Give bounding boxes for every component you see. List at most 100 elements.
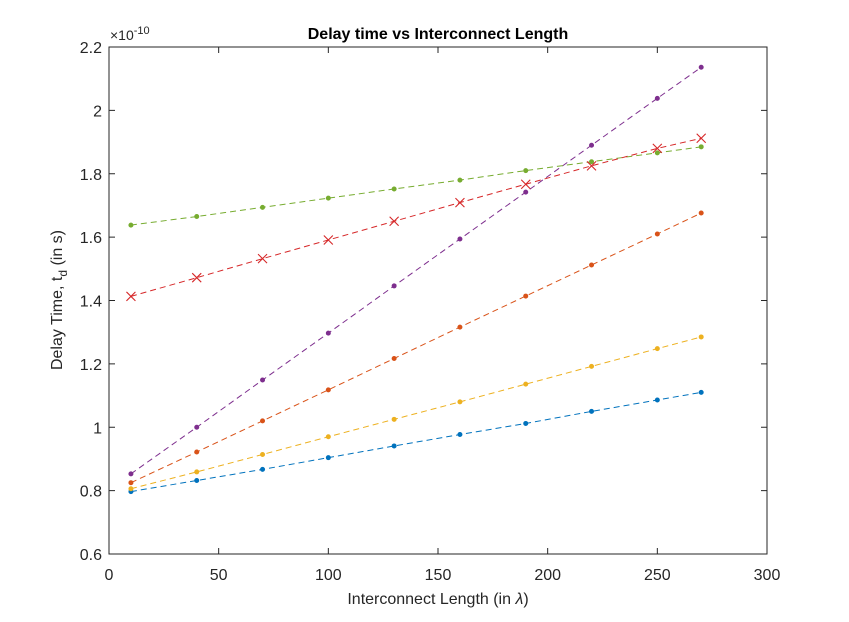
data-point xyxy=(523,189,529,195)
x-axis-label-text: Interconnect Length (in xyxy=(347,591,515,608)
y-tick-label: 0.6 xyxy=(80,547,102,564)
x-tick-label: 200 xyxy=(534,567,561,584)
data-point xyxy=(652,143,663,154)
y-tick-label: 1.6 xyxy=(80,230,102,247)
series-5 xyxy=(128,144,704,228)
series-2-line xyxy=(130,212,702,484)
data-point xyxy=(520,179,531,190)
series-1-line xyxy=(130,391,702,493)
series-3 xyxy=(128,334,704,492)
data-point xyxy=(391,355,397,361)
y-axis-label: Delay Time, td (in s) xyxy=(49,230,70,370)
data-point xyxy=(391,186,397,192)
x-tick-label: 50 xyxy=(210,567,228,584)
y-tick-label: 2.2 xyxy=(80,40,102,57)
data-point xyxy=(191,272,202,283)
data-point xyxy=(455,197,465,208)
data-point xyxy=(128,222,134,228)
y-axis-label-subscript: d xyxy=(56,270,70,277)
x-tick-label: 0 xyxy=(105,567,114,584)
data-point xyxy=(457,399,463,405)
data-point xyxy=(654,95,660,101)
plot-area xyxy=(109,47,767,554)
data-point xyxy=(260,452,266,458)
data-point xyxy=(325,434,331,440)
y-axis-label-text: Delay Time, t xyxy=(49,276,66,370)
ticks: 0 50 100 150 200 250 300 0.6 0.8 1 1.2 1.4 1.6 1.8 2 2.… xyxy=(80,40,781,584)
data-point xyxy=(698,334,704,340)
series-layer xyxy=(126,64,707,495)
data-point xyxy=(589,262,595,268)
data-point xyxy=(260,377,266,383)
series-4 xyxy=(128,64,704,477)
y-tick-label: 0.8 xyxy=(80,484,102,501)
data-point xyxy=(698,210,704,216)
data-point xyxy=(457,324,463,330)
data-point xyxy=(194,449,200,455)
data-point xyxy=(260,466,266,472)
data-point xyxy=(696,133,707,144)
data-point xyxy=(457,432,463,438)
y-axis-exponent: ×10-10 xyxy=(110,25,150,43)
y-tick-label: 1.8 xyxy=(80,167,102,184)
data-point xyxy=(126,291,136,302)
data-point xyxy=(325,455,331,461)
data-point xyxy=(523,420,529,426)
data-point xyxy=(457,177,463,183)
data-point xyxy=(194,424,200,430)
data-point xyxy=(654,231,660,237)
y-tick-label: 1 xyxy=(93,420,102,437)
data-point xyxy=(654,397,660,403)
data-point xyxy=(589,159,595,165)
data-point xyxy=(589,363,595,369)
x-tick-label: 250 xyxy=(644,567,671,584)
data-point xyxy=(457,236,463,242)
data-point xyxy=(391,416,397,422)
data-point xyxy=(654,150,660,156)
data-point xyxy=(323,235,334,245)
series-4-line xyxy=(130,66,702,475)
data-point xyxy=(523,168,529,174)
data-point xyxy=(589,142,595,148)
y-exponent-power: -10 xyxy=(134,25,150,37)
y-exponent-base: ×10 xyxy=(110,27,134,43)
data-point xyxy=(128,486,134,492)
series-1 xyxy=(128,389,704,495)
data-point xyxy=(589,408,595,414)
data-point xyxy=(128,471,134,477)
data-point xyxy=(698,64,704,70)
data-point xyxy=(325,387,331,393)
data-point xyxy=(698,144,704,150)
data-point xyxy=(389,216,400,227)
x-tick-label: 300 xyxy=(754,567,781,584)
data-point xyxy=(391,443,397,449)
x-tick-label: 150 xyxy=(425,567,452,584)
y-tick-label: 2 xyxy=(93,103,102,120)
x-axis-label-symbol: λ xyxy=(514,591,523,608)
y-tick-label: 1.4 xyxy=(80,294,102,311)
data-point xyxy=(325,195,331,201)
chart-title: Delay time vs Interconnect Length xyxy=(308,26,569,43)
y-tick-label: 1.2 xyxy=(80,357,102,374)
series-6-line xyxy=(130,137,702,297)
x-axis-label-close: ) xyxy=(523,591,528,608)
data-point xyxy=(194,477,200,483)
x-axis-label: Interconnect Length (in λ) xyxy=(347,591,528,608)
series-2 xyxy=(128,210,704,486)
data-point xyxy=(260,418,266,424)
y-axis-label-units: (in s) xyxy=(49,230,66,270)
series-3-line xyxy=(130,336,702,490)
series-6 xyxy=(126,133,707,302)
data-point xyxy=(194,469,200,475)
data-point xyxy=(194,214,200,220)
data-point xyxy=(523,293,529,299)
data-point xyxy=(391,283,397,289)
data-point xyxy=(586,160,597,171)
data-point xyxy=(260,204,266,210)
data-point xyxy=(325,330,331,336)
data-point xyxy=(128,480,134,486)
data-point xyxy=(523,381,529,387)
data-point xyxy=(257,253,268,264)
